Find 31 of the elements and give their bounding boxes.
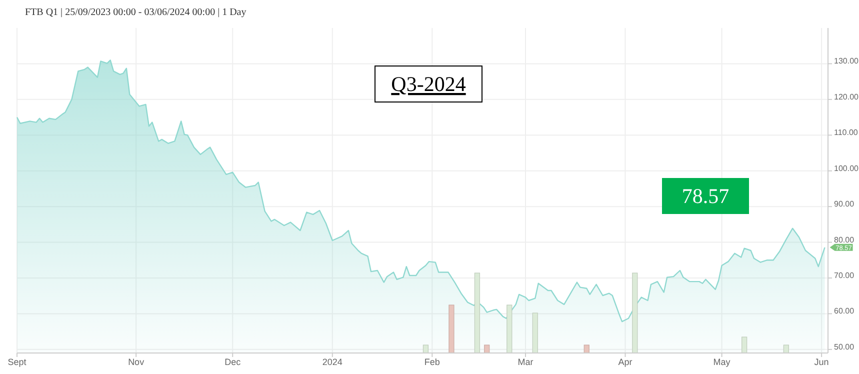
y-tick-label: 70.00 bbox=[834, 271, 855, 280]
x-tick-label: Apr bbox=[618, 357, 632, 367]
y-tick-label: 50.00 bbox=[834, 342, 855, 352]
bar bbox=[506, 304, 512, 354]
y-tick-label: 130.00 bbox=[834, 56, 859, 66]
x-tick-label: Sept bbox=[8, 357, 27, 367]
x-tick-label: Dec bbox=[224, 357, 242, 367]
bar bbox=[422, 344, 429, 354]
y-tick-label: 100.00 bbox=[834, 164, 859, 173]
y-tick-label: 110.00 bbox=[834, 128, 858, 138]
y-tick-label: 90.00 bbox=[834, 200, 855, 209]
x-tick-label: Mar bbox=[518, 357, 534, 367]
chart-title: FTB Q1 | 25/09/2023 00:00 - 03/06/2024 00:00 | 1 Day bbox=[25, 7, 246, 18]
y-tick-label: 60.00 bbox=[834, 306, 855, 316]
x-tick-label: Nov bbox=[128, 357, 145, 367]
bar bbox=[584, 344, 590, 354]
annotation: Q3-2024 bbox=[391, 72, 466, 96]
x-tick-label: Feb bbox=[424, 357, 440, 367]
bar bbox=[742, 336, 748, 354]
bar bbox=[448, 304, 454, 354]
bar bbox=[484, 344, 490, 354]
bar bbox=[532, 312, 538, 354]
x-tick-label: 2024 bbox=[322, 357, 342, 367]
bar bbox=[783, 344, 789, 354]
x-tick-label: Jun bbox=[814, 357, 829, 367]
x-tick-label: May bbox=[713, 357, 731, 367]
annotation: 78.57 bbox=[682, 184, 730, 208]
bar bbox=[474, 272, 480, 354]
y-tick-label: 120.00 bbox=[834, 92, 859, 102]
bar bbox=[632, 272, 638, 354]
y-tick-label: 80.00 bbox=[834, 235, 855, 244]
